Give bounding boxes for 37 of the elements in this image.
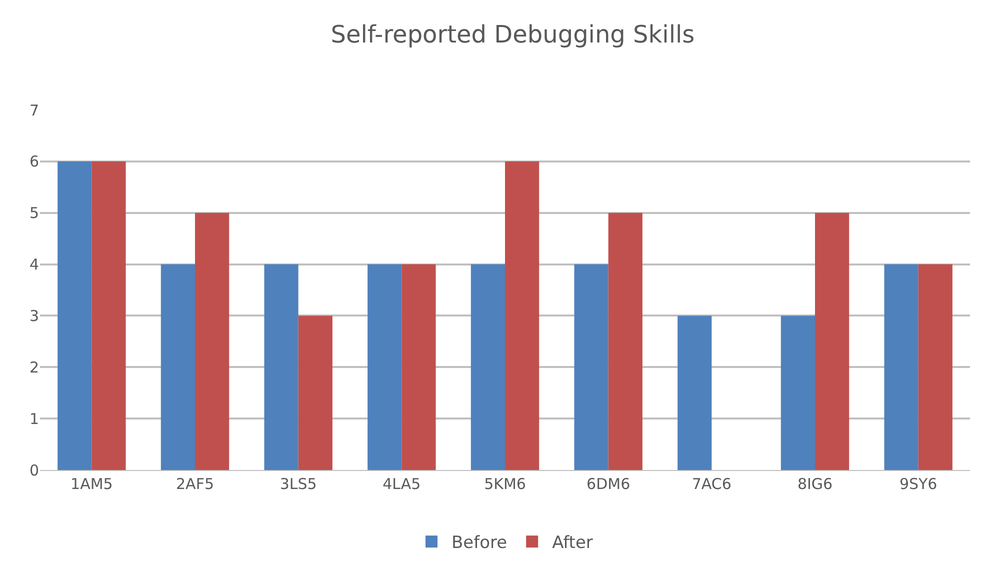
- bar: [505, 161, 540, 470]
- bar: [918, 264, 952, 470]
- y-tick-label: 1: [29, 410, 39, 428]
- chart-title: Self-reported Debugging Skills: [330, 20, 695, 49]
- bar: [815, 212, 850, 470]
- legend-label: After: [552, 533, 593, 554]
- bar: [160, 264, 195, 470]
- y-tick-label: 3: [29, 306, 39, 325]
- y-tick-label: 0: [29, 461, 39, 480]
- x-tick-label: 9SY6: [899, 475, 938, 493]
- legend-label: Before: [452, 533, 508, 554]
- bar: [884, 264, 918, 470]
- bar: [574, 264, 608, 470]
- bar: [678, 316, 712, 470]
- bar: [264, 264, 298, 470]
- bar: [195, 212, 230, 470]
- bar: [470, 264, 505, 470]
- y-tick-label: 5: [29, 204, 39, 222]
- x-tick-label: 8IG6: [797, 475, 833, 493]
- y-tick-label: 7: [29, 101, 39, 120]
- bar: [298, 316, 332, 470]
- x-tick-label: 7AC6: [692, 475, 732, 493]
- bar: [92, 161, 126, 470]
- x-tick-label: 1AM5: [70, 475, 113, 493]
- x-tick-label: 4LA5: [382, 475, 421, 493]
- bar: [368, 264, 402, 470]
- bar: [608, 212, 642, 470]
- x-tick-label: 3LS5: [280, 475, 317, 493]
- x-tick-label: 6DM6: [586, 475, 630, 493]
- x-tick-label: 2AF5: [176, 475, 214, 493]
- y-tick-label: 2: [29, 358, 39, 376]
- bar: [780, 316, 815, 470]
- y-tick-label: 6: [29, 152, 39, 171]
- x-tick-label: 5KM6: [484, 475, 526, 493]
- bar: [58, 161, 92, 470]
- bar: [402, 264, 436, 470]
- y-tick-label: 4: [29, 256, 39, 274]
